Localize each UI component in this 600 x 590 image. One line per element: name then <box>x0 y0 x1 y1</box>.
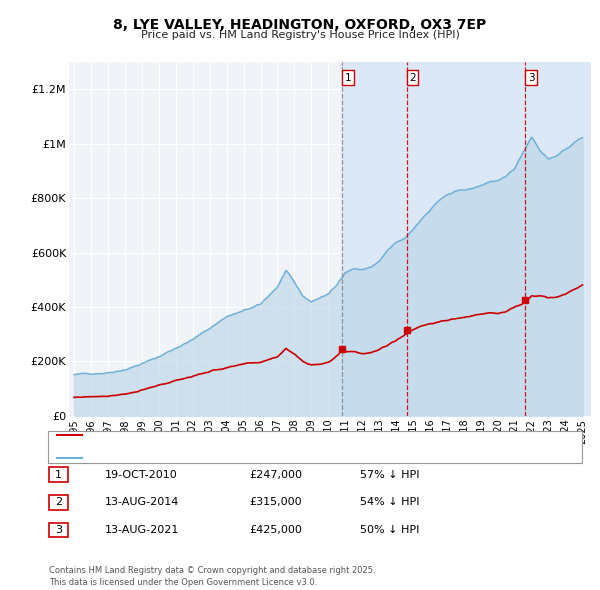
Text: 2: 2 <box>409 73 416 83</box>
Text: 57% ↓ HPI: 57% ↓ HPI <box>360 470 419 480</box>
Text: 54% ↓ HPI: 54% ↓ HPI <box>360 497 419 507</box>
Text: 13-AUG-2014: 13-AUG-2014 <box>105 497 179 507</box>
Text: Price paid vs. HM Land Registry's House Price Index (HPI): Price paid vs. HM Land Registry's House … <box>140 30 460 40</box>
Text: £315,000: £315,000 <box>249 497 302 507</box>
Text: HPI: Average price, detached house, Oxford: HPI: Average price, detached house, Oxfo… <box>88 453 316 463</box>
Text: £247,000: £247,000 <box>249 470 302 480</box>
Text: £425,000: £425,000 <box>249 525 302 535</box>
Text: 1: 1 <box>344 73 351 83</box>
Text: 2: 2 <box>55 497 62 507</box>
Text: 8, LYE VALLEY, HEADINGTON, OXFORD, OX3 7EP: 8, LYE VALLEY, HEADINGTON, OXFORD, OX3 7… <box>113 18 487 32</box>
Text: 50% ↓ HPI: 50% ↓ HPI <box>360 525 419 535</box>
Text: Contains HM Land Registry data © Crown copyright and database right 2025.
This d: Contains HM Land Registry data © Crown c… <box>49 566 376 587</box>
Text: 19-OCT-2010: 19-OCT-2010 <box>105 470 178 480</box>
Text: 3: 3 <box>55 525 62 535</box>
Text: 8, LYE VALLEY, HEADINGTON, OXFORD, OX3 7EP (detached house): 8, LYE VALLEY, HEADINGTON, OXFORD, OX3 7… <box>88 430 433 440</box>
Bar <box>342 62 600 416</box>
Text: 13-AUG-2021: 13-AUG-2021 <box>105 525 179 535</box>
Text: 1: 1 <box>55 470 62 480</box>
Text: 3: 3 <box>528 73 535 83</box>
